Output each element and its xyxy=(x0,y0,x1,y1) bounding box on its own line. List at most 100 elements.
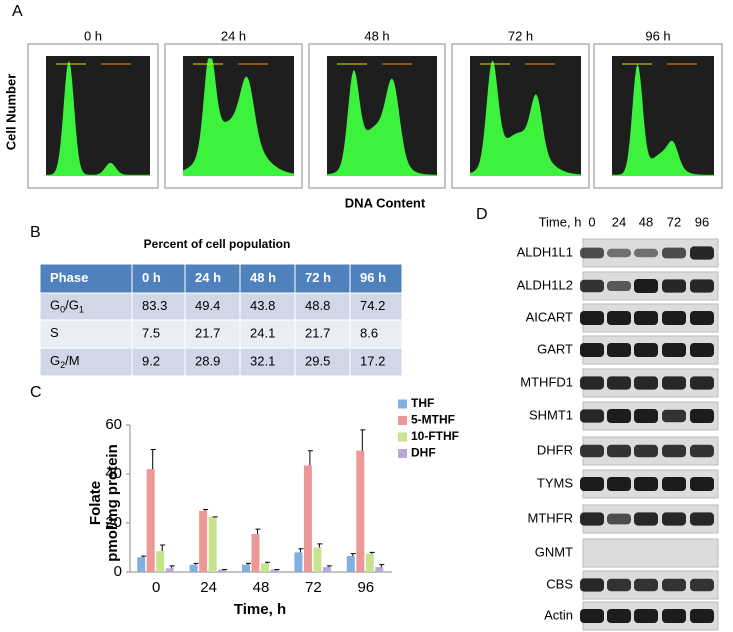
blot-band xyxy=(580,376,604,390)
table-cell xyxy=(184,319,241,349)
histogram xyxy=(612,64,714,176)
bar xyxy=(165,568,174,572)
blot-band xyxy=(607,513,631,525)
table-cell xyxy=(131,347,186,377)
blot-band xyxy=(607,311,631,325)
header-cell xyxy=(184,263,241,294)
table-cell xyxy=(239,292,296,321)
table-value: 7.5 xyxy=(142,325,160,340)
blot-band xyxy=(690,246,714,260)
subscript: 2 xyxy=(60,360,65,370)
bar xyxy=(137,557,146,572)
histogram xyxy=(327,70,437,176)
blot-band xyxy=(690,343,714,357)
blot-band xyxy=(580,578,604,592)
bar xyxy=(303,465,312,572)
header-cell xyxy=(349,263,403,294)
error-bar xyxy=(360,429,366,451)
protein-label: ALDH1L2 xyxy=(517,277,573,292)
blot-band xyxy=(662,376,686,390)
blot-band xyxy=(580,247,604,259)
table-value: 43.8 xyxy=(250,298,275,313)
table-value: 32.1 xyxy=(250,353,275,368)
blot-band xyxy=(607,343,631,357)
protein-label: ALDH1L1 xyxy=(517,244,573,259)
error-bar xyxy=(317,543,323,548)
bar xyxy=(322,567,331,572)
table-value: 29.5 xyxy=(305,353,330,368)
blot-strip xyxy=(582,538,719,568)
table-cell xyxy=(349,319,403,349)
lane-label: 96 xyxy=(695,214,709,229)
header-text: 24 h xyxy=(195,270,221,285)
table-cell xyxy=(184,347,241,377)
bar xyxy=(242,564,250,572)
error-bar xyxy=(150,449,156,470)
blot-band xyxy=(690,311,714,325)
blot-band xyxy=(662,512,686,526)
blot-band xyxy=(580,609,604,623)
panel-label: C xyxy=(30,384,42,401)
bar xyxy=(270,569,279,572)
blot-band xyxy=(662,609,686,623)
bar xyxy=(199,510,208,572)
table-value: 21.7 xyxy=(195,325,220,340)
blot-band xyxy=(580,409,604,423)
blot-band xyxy=(634,578,658,592)
lane-label: 0 xyxy=(588,214,595,229)
subscript: 1 xyxy=(79,305,84,315)
phase-text: S xyxy=(50,325,59,340)
legend-swatch xyxy=(398,449,407,458)
phase-text: G xyxy=(50,353,60,368)
table-cell xyxy=(239,347,296,377)
table-cell xyxy=(39,292,133,321)
table-value: 74.2 xyxy=(360,298,385,313)
blot-band xyxy=(662,409,686,423)
bar xyxy=(313,547,322,572)
blot-band xyxy=(690,279,714,293)
histogram xyxy=(470,60,581,176)
protein-label: DHFR xyxy=(537,442,573,457)
y-tick-label: 40 xyxy=(105,465,122,482)
blot-band xyxy=(662,279,686,293)
header-text: 0 h xyxy=(142,270,161,285)
blot-band xyxy=(607,376,631,390)
blot-band xyxy=(580,279,604,293)
protein-label: GNMT xyxy=(535,544,573,559)
y-axis-label: Cell Number xyxy=(3,74,18,151)
error-bar xyxy=(379,564,385,568)
x-axis-label: DNA Content xyxy=(345,195,426,210)
table-value: 21.7 xyxy=(305,325,330,340)
blot-band xyxy=(662,247,686,259)
protein-label: Actin xyxy=(544,607,573,622)
blot-band xyxy=(580,512,604,526)
error-bar xyxy=(246,562,251,565)
panel-title: 0 h xyxy=(84,28,102,43)
blot-band xyxy=(580,444,604,458)
table-value: 8.6 xyxy=(360,325,378,340)
phase-text: /M xyxy=(65,353,79,368)
blot-band xyxy=(690,477,714,491)
lane-label: 24 xyxy=(612,214,626,229)
x-tick-label: 48 xyxy=(253,579,270,596)
blot-band xyxy=(634,609,658,623)
header-cell xyxy=(239,263,296,294)
table-value: 9.2 xyxy=(142,353,160,368)
bar xyxy=(218,569,227,572)
subscript: 0 xyxy=(60,305,65,315)
time-label: Time, h xyxy=(539,214,582,229)
protein-label: TYMS xyxy=(537,475,573,490)
blot-band xyxy=(634,444,658,458)
header-text: 96 h xyxy=(360,270,386,285)
blot-band xyxy=(580,477,604,491)
blot-band xyxy=(634,477,658,491)
blot-band xyxy=(634,248,658,258)
table-cell xyxy=(131,319,186,349)
table-cell xyxy=(294,347,351,377)
table-title: Percent of cell population xyxy=(144,237,291,251)
bar xyxy=(261,563,269,572)
blot-band xyxy=(662,578,686,592)
table-value: 24.1 xyxy=(250,325,275,340)
y-tick-label: 20 xyxy=(105,514,122,531)
